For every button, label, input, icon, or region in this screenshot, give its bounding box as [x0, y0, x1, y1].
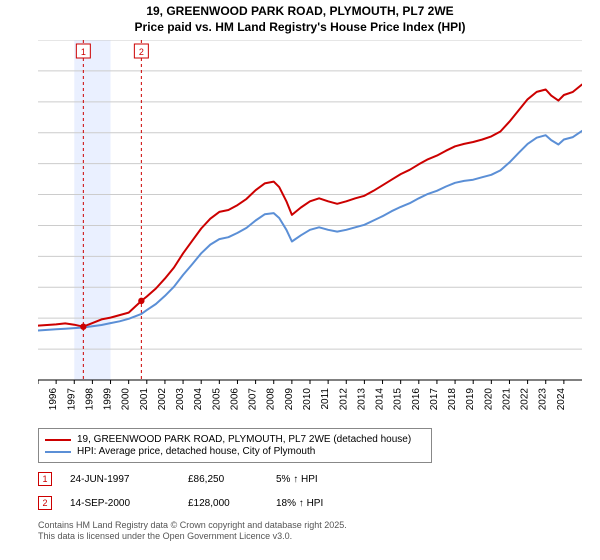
svg-text:1996: 1996 — [48, 388, 59, 410]
marker-price-2: £128,000 — [188, 498, 258, 509]
marker-row-2: 2 14-SEP-2000 £128,000 18% ↑ HPI — [38, 496, 376, 510]
line-chart-svg: £0£50K£100K£150K£200K£250K£300K£350K£400… — [38, 40, 582, 410]
svg-text:2017: 2017 — [429, 388, 440, 410]
svg-text:2008: 2008 — [266, 388, 277, 410]
svg-text:2014: 2014 — [375, 388, 386, 410]
svg-text:2000: 2000 — [121, 388, 132, 410]
chart-container: 19, GREENWOOD PARK ROAD, PLYMOUTH, PL7 2… — [0, 0, 600, 560]
svg-text:2002: 2002 — [157, 388, 168, 410]
svg-text:2004: 2004 — [193, 388, 204, 410]
svg-text:2013: 2013 — [356, 388, 367, 410]
svg-text:2007: 2007 — [248, 388, 259, 410]
svg-text:1995: 1995 — [38, 388, 41, 410]
legend-box: 19, GREENWOOD PARK ROAD, PLYMOUTH, PL7 2… — [38, 428, 432, 463]
svg-text:2019: 2019 — [465, 388, 476, 410]
marker-badge-1: 1 — [38, 472, 52, 486]
attribution-line-2: This data is licensed under the Open Gov… — [38, 531, 347, 542]
legend-label-property: 19, GREENWOOD PARK ROAD, PLYMOUTH, PL7 2… — [77, 434, 411, 445]
marker-badge-2: 2 — [38, 496, 52, 510]
svg-text:2022: 2022 — [520, 388, 531, 410]
svg-text:2023: 2023 — [538, 388, 549, 410]
svg-text:2010: 2010 — [302, 388, 313, 410]
svg-text:1: 1 — [81, 47, 86, 57]
legend-item-hpi: HPI: Average price, detached house, City… — [45, 446, 425, 457]
svg-text:2009: 2009 — [284, 388, 295, 410]
svg-text:2021: 2021 — [501, 388, 512, 410]
chart-area: £0£50K£100K£150K£200K£250K£300K£350K£400… — [38, 40, 582, 410]
legend-swatch-property — [45, 439, 71, 441]
marker-price-1: £86,250 — [188, 474, 258, 485]
title-line-1: 19, GREENWOOD PARK ROAD, PLYMOUTH, PL7 2… — [0, 4, 600, 20]
svg-text:2001: 2001 — [139, 388, 150, 410]
svg-text:1999: 1999 — [103, 388, 114, 410]
svg-text:2012: 2012 — [338, 388, 349, 410]
svg-text:2011: 2011 — [320, 388, 331, 410]
marker-date-1: 24-JUN-1997 — [70, 474, 170, 485]
svg-text:2016: 2016 — [411, 388, 422, 410]
legend-item-property: 19, GREENWOOD PARK ROAD, PLYMOUTH, PL7 2… — [45, 434, 425, 445]
svg-text:1997: 1997 — [66, 388, 77, 410]
svg-text:2015: 2015 — [393, 388, 404, 410]
svg-text:1998: 1998 — [84, 388, 95, 410]
marker-row-1: 1 24-JUN-1997 £86,250 5% ↑ HPI — [38, 472, 376, 486]
svg-text:2018: 2018 — [447, 388, 458, 410]
marker-pct-1: 5% ↑ HPI — [276, 474, 376, 485]
svg-text:2: 2 — [139, 47, 144, 57]
svg-text:2003: 2003 — [175, 388, 186, 410]
marker-pct-2: 18% ↑ HPI — [276, 498, 376, 509]
svg-text:2020: 2020 — [483, 388, 494, 410]
legend-label-hpi: HPI: Average price, detached house, City… — [77, 446, 315, 457]
svg-text:2006: 2006 — [229, 388, 240, 410]
svg-text:2024: 2024 — [556, 388, 567, 410]
attribution-line-1: Contains HM Land Registry data © Crown c… — [38, 520, 347, 531]
title-line-2: Price paid vs. HM Land Registry's House … — [0, 20, 600, 36]
svg-text:2005: 2005 — [211, 388, 222, 410]
attribution-block: Contains HM Land Registry data © Crown c… — [38, 520, 347, 543]
marker-date-2: 14-SEP-2000 — [70, 498, 170, 509]
chart-title-block: 19, GREENWOOD PARK ROAD, PLYMOUTH, PL7 2… — [0, 0, 600, 37]
legend-swatch-hpi — [45, 451, 71, 453]
